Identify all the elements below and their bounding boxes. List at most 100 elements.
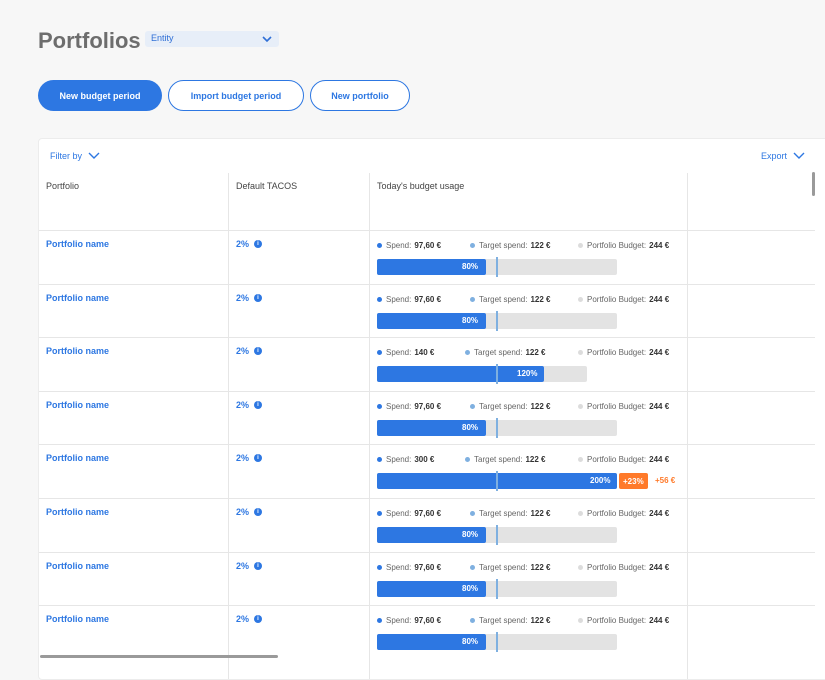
info-icon[interactable]: i (254, 508, 263, 516)
spend-value: 97,60 € (414, 563, 442, 572)
info-icon[interactable]: i (254, 294, 263, 302)
spend-dot-icon (377, 243, 382, 248)
target-dot-icon (470, 243, 475, 248)
budget-dot-icon (578, 243, 583, 248)
target-label: Target spend: (474, 455, 523, 464)
vertical-scrollbar[interactable] (812, 172, 815, 196)
spend-value: 97,60 € (414, 295, 442, 304)
target-spend-marker (496, 579, 498, 599)
budget-usage-percent: 80% (462, 584, 479, 593)
budget-usage-bar: 80% (377, 525, 617, 545)
over-budget-badge: +23% (619, 473, 648, 489)
spend-value: 97,60 € (414, 616, 442, 625)
info-icon[interactable]: i (254, 615, 263, 623)
budget-dot-icon (578, 404, 583, 409)
budget-value: 244 € (649, 616, 670, 625)
info-icon[interactable]: i (254, 562, 263, 570)
target-value: 122 € (525, 348, 546, 357)
table-row: Portfolio name 2% i Spend: 97,60 € Targe… (39, 284, 815, 338)
default-tacos-value: 2% i (236, 400, 263, 410)
table-row: Portfolio name 2% i Spend: 97,60 € Targe… (39, 498, 815, 552)
table-row: Portfolio name 2% i Spend: 97,60 € Targe… (39, 605, 815, 659)
export-button[interactable]: Export (761, 151, 805, 161)
info-icon[interactable]: i (254, 347, 263, 355)
spend-meta: Spend: 97,60 € (377, 295, 441, 304)
tacos-value: 2% (236, 239, 250, 249)
new-portfolio-button[interactable]: New portfolio (310, 80, 410, 111)
target-label: Target spend: (479, 563, 528, 572)
budget-value: 244 € (649, 455, 670, 464)
target-spend-marker (496, 632, 498, 652)
row-divider (39, 498, 815, 499)
budget-meta: Portfolio Budget: 244 € (578, 509, 669, 518)
target-dot-icon (470, 565, 475, 570)
info-icon[interactable]: i (254, 454, 263, 462)
budget-dot-icon (578, 618, 583, 623)
budget-meta: Portfolio Budget: 244 € (578, 402, 669, 411)
column-divider (228, 173, 229, 679)
portfolio-name-link[interactable]: Portfolio name (46, 561, 110, 571)
table-row: Portfolio name 2% i Spend: 97,60 € Targe… (39, 552, 815, 606)
row-divider (39, 230, 815, 231)
target-label: Target spend: (479, 241, 528, 250)
info-icon[interactable]: i (254, 401, 263, 409)
spend-label: Spend: (386, 295, 412, 304)
target-label: Target spend: (479, 616, 528, 625)
portfolio-name-link[interactable]: Portfolio name (46, 453, 110, 463)
target-label: Target spend: (474, 348, 523, 357)
budget-value: 244 € (649, 241, 670, 250)
spend-value: 300 € (414, 455, 435, 464)
info-icon[interactable]: i (254, 240, 263, 248)
budget-usage-bar: 80% (377, 311, 617, 331)
tacos-value: 2% (236, 614, 250, 624)
spend-meta: Spend: 97,60 € (377, 616, 441, 625)
budget-usage-fill (377, 581, 486, 597)
default-tacos-value: 2% i (236, 293, 263, 303)
portfolio-name-link[interactable]: Portfolio name (46, 346, 110, 356)
portfolio-name-link[interactable]: Portfolio name (46, 293, 110, 303)
portfolio-name-link[interactable]: Portfolio name (46, 614, 110, 624)
row-divider (39, 337, 815, 338)
budget-value: 244 € (649, 295, 670, 304)
spend-dot-icon (377, 457, 382, 462)
default-tacos-value: 2% i (236, 453, 263, 463)
filter-by-button[interactable]: Filter by (50, 151, 100, 161)
target-dot-icon (470, 511, 475, 516)
budget-dot-icon (578, 297, 583, 302)
new-budget-period-button[interactable]: New budget period (38, 80, 162, 111)
target-value: 122 € (530, 509, 551, 518)
target-spend-marker (496, 311, 498, 331)
spend-meta: Spend: 97,60 € (377, 563, 441, 572)
budget-label: Portfolio Budget: (587, 402, 647, 411)
target-meta: Target spend: 122 € (470, 616, 551, 625)
budget-value: 244 € (649, 509, 670, 518)
default-tacos-value: 2% i (236, 614, 263, 624)
chevron-down-icon (88, 152, 100, 159)
portfolio-name-link[interactable]: Portfolio name (46, 239, 110, 249)
chevron-down-icon (793, 152, 805, 159)
target-meta: Target spend: 122 € (465, 455, 546, 464)
tacos-value: 2% (236, 293, 250, 303)
column-header-budget-usage: Today's budget usage (377, 181, 465, 191)
budget-usage-bar: 80% (377, 632, 617, 652)
budget-usage-bar: 80% (377, 257, 617, 277)
portfolio-name-link[interactable]: Portfolio name (46, 507, 110, 517)
filter-by-label: Filter by (50, 151, 83, 161)
target-label: Target spend: (479, 295, 528, 304)
import-budget-period-button[interactable]: Import budget period (168, 80, 304, 111)
spend-dot-icon (377, 404, 382, 409)
column-header-default-tacos: Default TACOS (236, 181, 298, 191)
spend-label: Spend: (386, 616, 412, 625)
row-divider (39, 444, 815, 445)
spend-meta: Spend: 140 € (377, 348, 434, 357)
target-meta: Target spend: 122 € (470, 402, 551, 411)
spend-label: Spend: (386, 402, 412, 411)
horizontal-scrollbar[interactable] (40, 655, 278, 658)
target-meta: Target spend: 122 € (470, 295, 551, 304)
portfolio-name-link[interactable]: Portfolio name (46, 400, 110, 410)
tacos-value: 2% (236, 346, 250, 356)
budget-usage-percent: 80% (462, 637, 479, 646)
entity-select[interactable]: Entity (145, 31, 279, 47)
budget-usage-fill (377, 634, 486, 650)
budget-label: Portfolio Budget: (587, 295, 647, 304)
